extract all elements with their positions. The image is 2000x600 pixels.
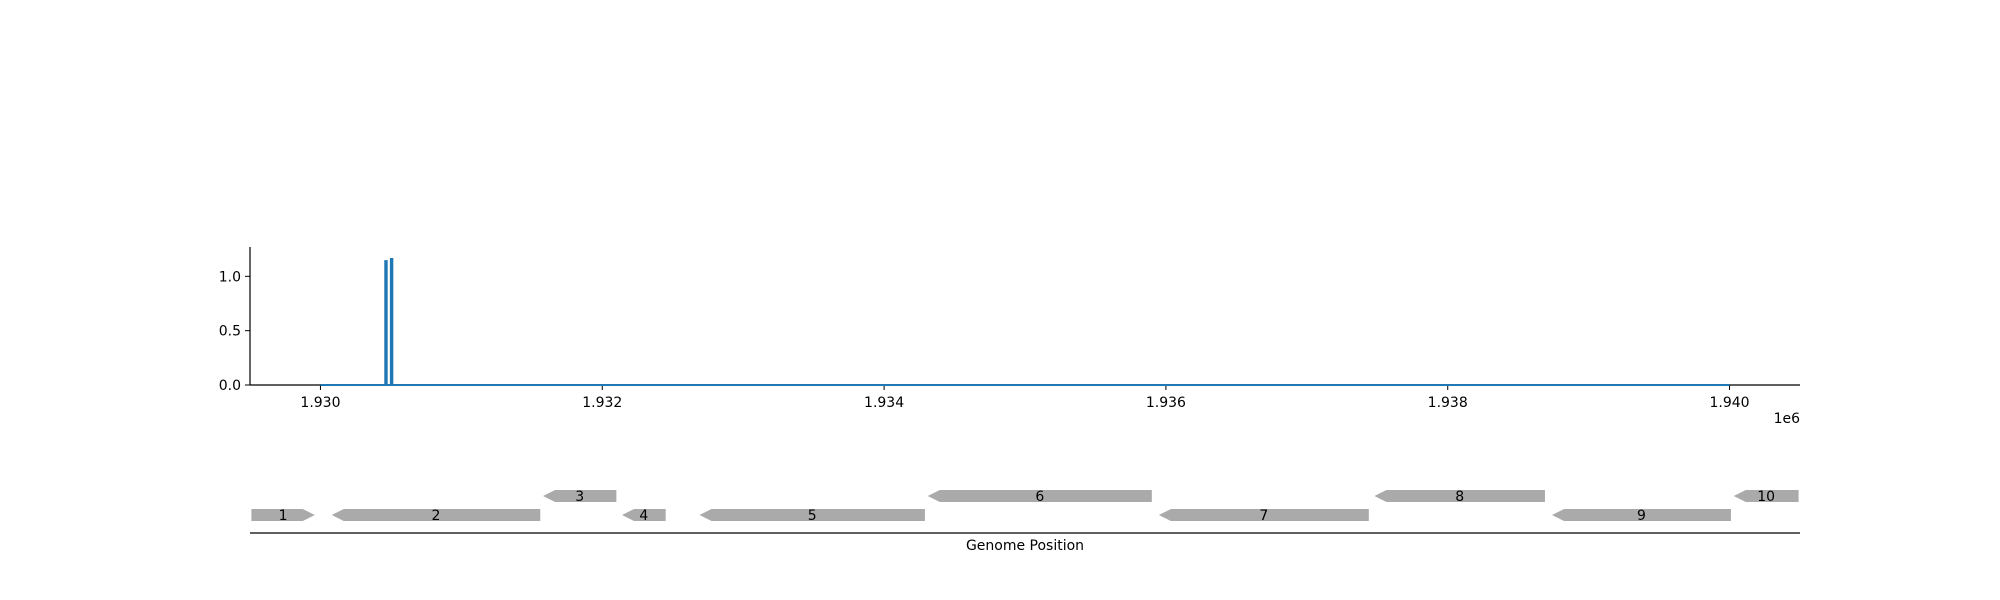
y-ticks: 0.0 0.5 1.0 (219, 269, 250, 394)
gene-arrow (1374, 490, 1545, 502)
gene-label: 3 (575, 489, 584, 505)
gene-label: 6 (1035, 489, 1044, 505)
gene-label: 4 (639, 508, 648, 524)
series-lines (320, 257, 1730, 386)
y-tick-label: 0.5 (219, 324, 241, 340)
gene-track-xlabel: Genome Position (966, 538, 1084, 554)
gene-arrow (1552, 509, 1731, 521)
y-tick-label: 0.0 (219, 378, 241, 394)
gene-label: 7 (1259, 508, 1268, 524)
x-tick-label: 1.932 (582, 395, 622, 411)
gene-label: 2 (432, 508, 441, 524)
gene-label: 9 (1637, 508, 1646, 524)
x-tick-label: 1.938 (1428, 395, 1468, 411)
x-offset-label: 1e6 (1774, 411, 1801, 427)
x-tick-label: 1.940 (1709, 395, 1749, 411)
gene-arrow (622, 509, 666, 521)
gene-label: 8 (1455, 489, 1464, 505)
gene-arrow (331, 509, 541, 521)
x-tick-label: 1.930 (300, 395, 340, 411)
gene-arrow (699, 509, 925, 521)
series-line (320, 257, 1730, 386)
gene-arrow (543, 490, 617, 502)
gene-label: 1 (279, 508, 288, 524)
x-ticks: 1.930 1.932 1.934 1.936 1.938 1.940 (300, 385, 1750, 411)
gene-arrow (1733, 490, 1799, 502)
gene-label: 10 (1757, 489, 1775, 505)
gene-track: 1 2 3 4 5 6 7 8 9 10 Genome Position (250, 489, 1800, 554)
gene-arrow (1158, 509, 1369, 521)
gene-label: 5 (808, 508, 817, 524)
y-tick-label: 1.0 (219, 269, 241, 285)
gene-arrow (251, 509, 315, 521)
x-tick-label: 1.936 (1146, 395, 1186, 411)
gene-arrow (927, 490, 1152, 502)
x-tick-label: 1.934 (864, 395, 904, 411)
coverage-plot: 0.0 0.5 1.0 1.930 1.932 1.934 1.936 1.938 1.940… (219, 247, 1800, 427)
gene-features: 1 2 3 4 5 6 7 8 9 10 (251, 489, 1799, 524)
